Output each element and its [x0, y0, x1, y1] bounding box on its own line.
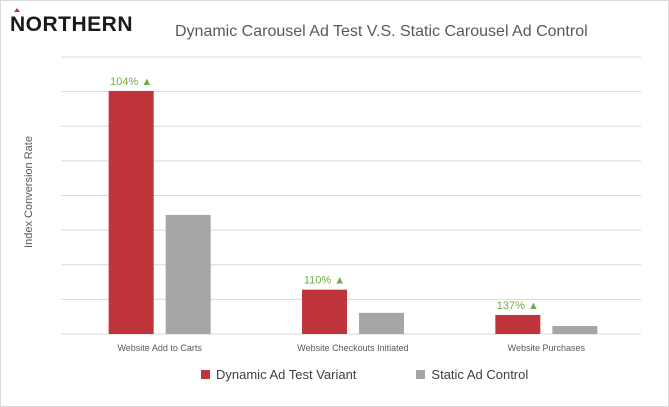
- lift-annotation: 104% ▲: [110, 76, 152, 88]
- bar-control: [165, 214, 211, 334]
- legend-item-control: Static Ad Control: [416, 367, 528, 382]
- legend-label-control: Static Ad Control: [431, 367, 529, 382]
- legend-swatch-control: [416, 370, 426, 379]
- x-tick-label: Website Checkouts Initiated: [297, 343, 408, 353]
- lift-annotation: 110% ▲: [304, 275, 345, 287]
- legend: Dynamic Ad Test Variant Static Ad Contro…: [201, 367, 528, 382]
- chart-title: Dynamic Carousel Ad Test V.S. Static Car…: [175, 23, 588, 40]
- bar-control: [359, 312, 404, 334]
- lift-annotation: 137% ▲: [497, 300, 539, 312]
- logo-mark-icon: [14, 8, 20, 12]
- logo: NORTHERN: [10, 13, 133, 36]
- bar-variant: [302, 289, 347, 334]
- bar-variant: [495, 314, 541, 334]
- legend-swatch-variant: [201, 370, 210, 379]
- x-tick-label: Website Purchases: [508, 343, 586, 353]
- x-tick-label: Website Add to Carts: [117, 343, 202, 353]
- legend-item-variant: Dynamic Ad Test Variant: [201, 367, 356, 382]
- bar-variant: [108, 90, 154, 335]
- bar-control: [552, 326, 598, 334]
- legend-label-variant: Dynamic Ad Test Variant: [216, 367, 357, 382]
